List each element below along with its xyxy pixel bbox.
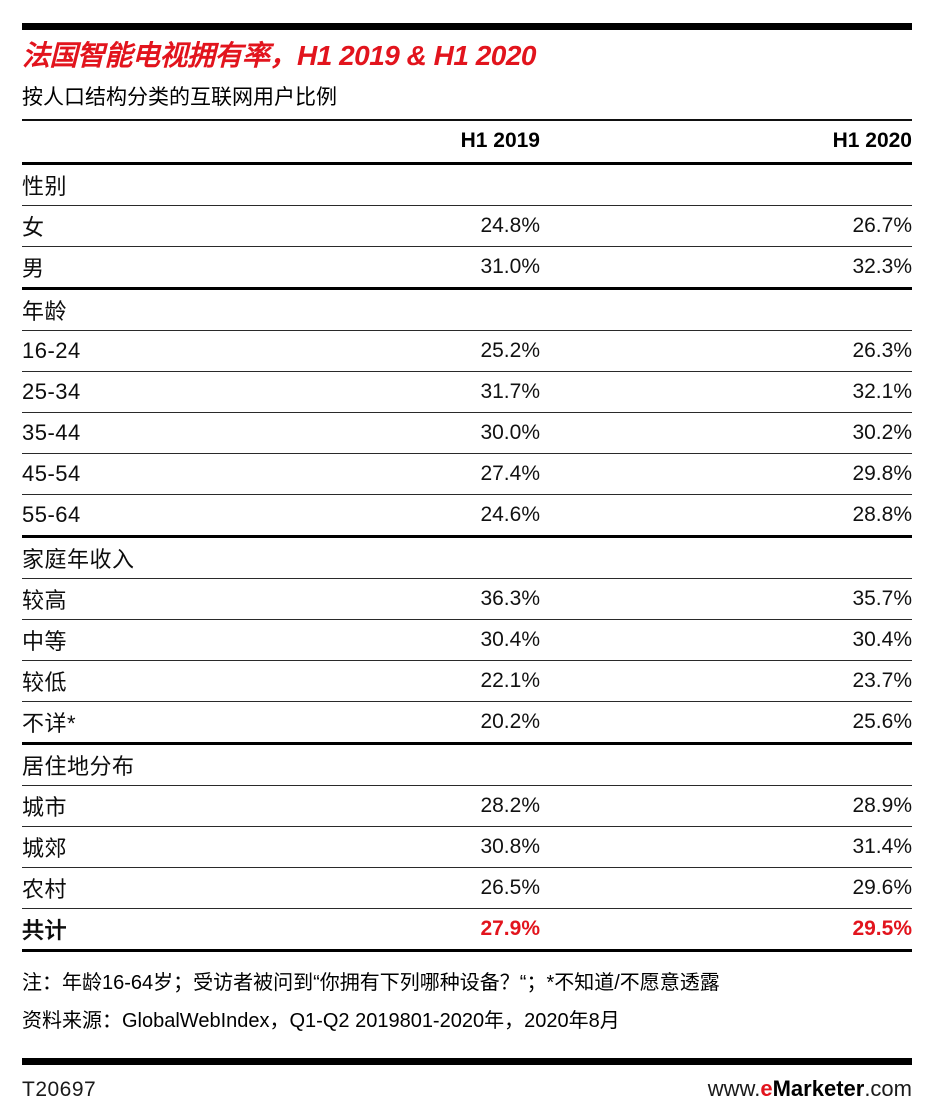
value-h1-2019: 30.4%: [480, 627, 540, 651]
value-h1-2020: 35.7%: [852, 586, 912, 610]
value-h1-2019: 27.4%: [480, 461, 540, 485]
value-h1-2020: 32.3%: [852, 254, 912, 278]
table-row: 25-34 31.7% 32.1%: [22, 370, 912, 412]
table-row: 45-54 27.4% 29.8%: [22, 452, 912, 494]
table-row: 16-24 25.2% 26.3%: [22, 329, 912, 371]
row-label: 35-44: [22, 419, 81, 445]
table-header-row: H1 2019 H1 2020: [22, 118, 912, 162]
value-h1-2020: 32.1%: [852, 379, 912, 403]
source-text: 资料来源：GlobalWebIndex，Q1-Q2 2019801-2020年，…: [22, 1009, 620, 1032]
value-h1-2020: 29.6%: [852, 875, 912, 899]
note-text: 注：年龄16-64岁；受访者被问到“你拥有下列哪种设备？“；*不知道/不愿意透露: [22, 971, 720, 994]
table-row: 城市 28.2% 28.9%: [22, 784, 912, 826]
total-row: 共计 27.9% 29.5%: [22, 907, 912, 952]
table-row: 较高 36.3% 35.7%: [22, 577, 912, 619]
section-row-gender: 性别: [22, 161, 912, 205]
table-row: 男 31.0% 32.3%: [22, 245, 912, 287]
row-label: 55-64: [22, 501, 81, 527]
row-label: 女: [22, 214, 45, 240]
value-h1-2020: 25.6%: [852, 709, 912, 733]
value-h1-2020: 30.2%: [852, 420, 912, 444]
value-h1-2019: 30.8%: [480, 834, 540, 858]
total-value-h1-2020: 29.5%: [852, 916, 912, 940]
table-row: 农村 26.5% 29.6%: [22, 866, 912, 908]
footnotes: 注：年龄16-64岁；受访者被问到“你拥有下列哪种设备？“；*不知道/不愿意透露…: [22, 964, 912, 1040]
value-h1-2019: 24.8%: [480, 213, 540, 237]
value-h1-2019: 31.0%: [480, 254, 540, 278]
url-www: www.: [707, 1076, 761, 1101]
table-row: 35-44 30.0% 30.2%: [22, 411, 912, 453]
table-row: 女 24.8% 26.7%: [22, 204, 912, 246]
value-h1-2019: 20.2%: [480, 709, 540, 733]
row-label: 农村: [22, 876, 68, 902]
value-h1-2019: 24.6%: [480, 502, 540, 526]
value-h1-2019: 28.2%: [480, 793, 540, 817]
section-row-income: 家庭年收入: [22, 534, 912, 578]
value-h1-2020: 28.8%: [852, 502, 912, 526]
footer-divider-bar: [22, 1058, 912, 1065]
section-row-age: 年龄: [22, 286, 912, 330]
value-h1-2019: 36.3%: [480, 586, 540, 610]
row-label: 中等: [22, 628, 68, 654]
value-h1-2020: 23.7%: [852, 668, 912, 692]
section-row-residence: 居住地分布: [22, 741, 912, 785]
emarketer-url: www.eMarketer.com: [708, 1076, 912, 1102]
value-h1-2020: 26.3%: [852, 338, 912, 362]
section-label: 家庭年收入: [22, 546, 135, 572]
table-row: 不详* 20.2% 25.6%: [22, 700, 912, 742]
table-row: 城郊 30.8% 31.4%: [22, 825, 912, 867]
url-brand-rest: Marketer: [772, 1076, 865, 1101]
section-label: 性别: [22, 173, 68, 199]
row-label: 较高: [22, 587, 68, 613]
value-h1-2019: 26.5%: [480, 875, 540, 899]
total-label: 共计: [22, 917, 68, 943]
row-label: 男: [22, 255, 45, 281]
row-label: 城郊: [22, 835, 68, 861]
value-h1-2020: 28.9%: [852, 793, 912, 817]
demographics-table: H1 2019 H1 2020 性别 女 24.8% 26.7% 男 31.0%…: [22, 118, 912, 952]
total-value-h1-2019: 27.9%: [480, 916, 540, 940]
url-brand-e: e: [760, 1076, 773, 1101]
value-h1-2019: 25.2%: [480, 338, 540, 362]
row-label: 45-54: [22, 460, 81, 486]
footer: T20697 www.eMarketer.com: [22, 1058, 912, 1102]
section-label: 居住地分布: [22, 753, 135, 779]
value-h1-2020: 26.7%: [852, 213, 912, 237]
row-label: 城市: [22, 794, 68, 820]
table-row: 中等 30.4% 30.4%: [22, 618, 912, 660]
chart-subtitle: 按人口结构分类的互联网用户比例: [22, 85, 337, 109]
row-label: 25-34: [22, 378, 81, 404]
row-label: 较低: [22, 669, 68, 695]
value-h1-2019: 22.1%: [480, 668, 540, 692]
chart-id: T20697: [22, 1078, 97, 1101]
value-h1-2019: 30.0%: [480, 420, 540, 444]
top-divider-bar: [22, 23, 912, 30]
column-header-h1-2019: H1 2019: [460, 129, 540, 153]
table-row: 55-64 24.6% 28.8%: [22, 493, 912, 535]
value-h1-2020: 31.4%: [852, 834, 912, 858]
url-com: .com: [864, 1076, 912, 1101]
row-label: 16-24: [22, 337, 81, 363]
table-row: 较低 22.1% 23.7%: [22, 659, 912, 701]
value-h1-2020: 30.4%: [852, 627, 912, 651]
section-label: 年龄: [22, 298, 68, 324]
value-h1-2019: 31.7%: [480, 379, 540, 403]
value-h1-2020: 29.8%: [852, 461, 912, 485]
column-header-h1-2020: H1 2020: [832, 129, 912, 153]
row-label: 不详*: [22, 710, 77, 736]
chart-title: 法国智能电视拥有率，H1 2019 & H1 2020: [22, 40, 537, 71]
